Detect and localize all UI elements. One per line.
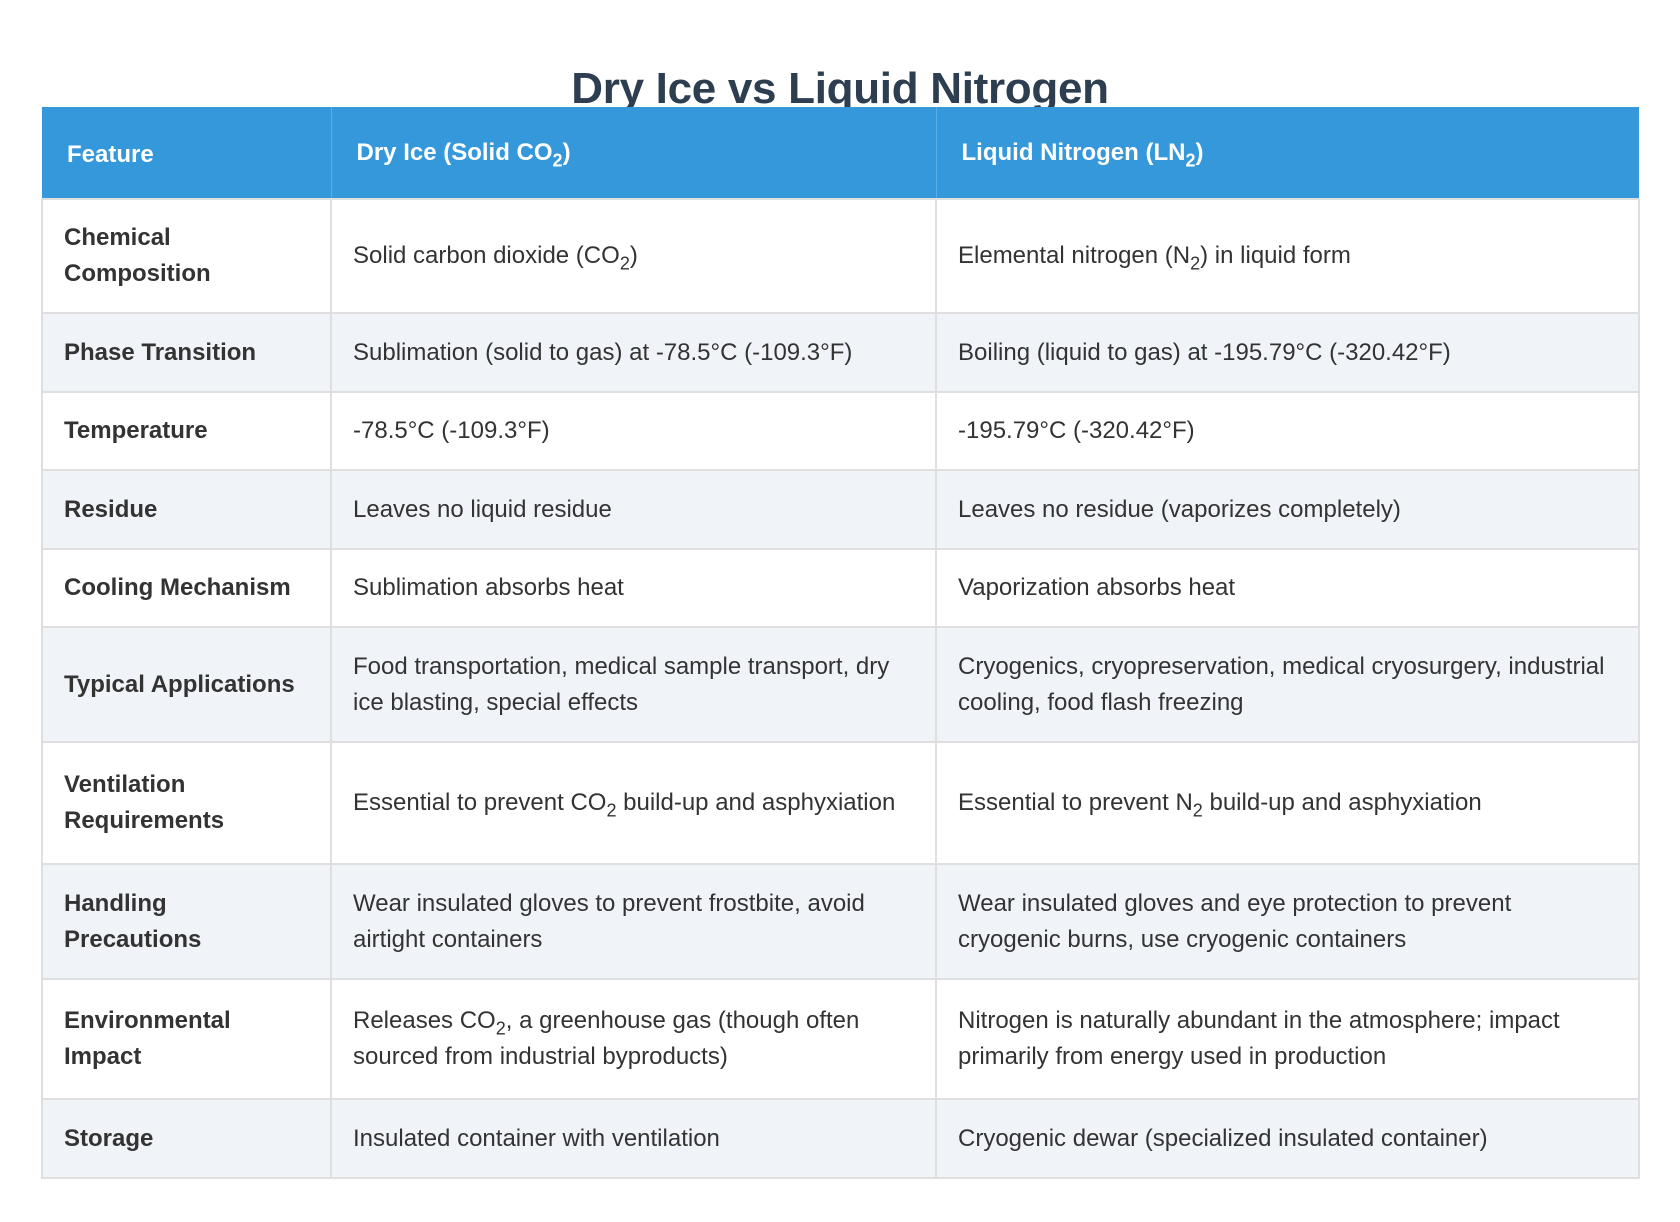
table-row: Cooling Mechanism Sublimation absorbs he…: [41, 548, 1640, 628]
cell-text: Solid carbon dioxide (CO: [353, 242, 620, 269]
liquid-nitrogen-cell: -195.79°C (-320.42°F): [935, 391, 1640, 471]
dry-ice-cell: Releases CO2, a greenhouse gas (though o…: [330, 978, 937, 1100]
cell-text: , a greenhouse gas (though often sourced…: [353, 1007, 860, 1070]
table-row: Residue Leaves no liquid residue Leaves …: [41, 469, 1640, 550]
liquid-nitrogen-cell: Wear insulated gloves and eye protection…: [935, 863, 1640, 980]
table-row: Typical Applications Food transportation…: [41, 626, 1640, 743]
cell-text: Essential to prevent N: [958, 789, 1193, 816]
cell-text: Releases CO: [353, 1007, 496, 1034]
cell-text: Sublimation absorbs heat: [353, 574, 624, 601]
subscript: 2: [619, 253, 630, 274]
subscript: 2: [1185, 149, 1196, 170]
liquid-nitrogen-cell: Cryogenics, cryopreservation, medical cr…: [935, 626, 1640, 743]
cell-text: Nitrogen is naturally abundant in the at…: [958, 1007, 1560, 1070]
liquid-nitrogen-cell: Leaves no residue (vaporizes completely): [935, 469, 1640, 550]
liquid-nitrogen-cell: Elemental nitrogen (N2) in liquid form: [935, 198, 1640, 314]
feature-cell: Handling Precautions: [41, 863, 332, 980]
cell-text: Wear insulated gloves and eye protection…: [958, 889, 1512, 953]
dry-ice-cell: Leaves no liquid residue: [330, 469, 937, 550]
cell-text: Food transportation, medical sample tran…: [353, 652, 890, 716]
cell-text: build-up and asphyxiation: [616, 789, 896, 816]
header-feature: Feature: [42, 107, 331, 199]
page-title: Dry Ice vs Liquid Nitrogen: [571, 64, 1109, 114]
dry-ice-cell: Sublimation absorbs heat: [330, 548, 937, 628]
cell-text: -78.5°C (-109.3°F): [353, 417, 550, 444]
cell-text: Cryogenic dewar (specialized insulated c…: [958, 1124, 1488, 1152]
cell-text: Leaves no residue (vaporizes completely): [958, 495, 1401, 523]
table-row: Phase Transition Sublimation (solid to g…: [41, 312, 1640, 393]
dry-ice-cell: Food transportation, medical sample tran…: [330, 626, 937, 743]
liquid-nitrogen-cell: Vaporization absorbs heat: [935, 548, 1640, 628]
header-liquid-nitrogen: Liquid Nitrogen (LN2): [935, 107, 1639, 199]
table-row: Storage Insulated container with ventila…: [41, 1098, 1640, 1179]
cell-text: Elemental nitrogen (N: [958, 242, 1191, 269]
cell-text: Cryogenics, cryopreservation, medical cr…: [958, 652, 1605, 716]
feature-cell: Environmental Impact: [41, 978, 332, 1100]
table-row: Temperature -78.5°C (-109.3°F) -195.79°C…: [41, 391, 1640, 471]
header-text: Liquid Nitrogen (LN: [961, 138, 1186, 166]
header-text: ): [1195, 138, 1204, 166]
cell-text: build-up and asphyxiation: [1202, 789, 1482, 816]
cell-text: Leaves no liquid residue: [353, 495, 612, 523]
comparison-table: Feature Dry Ice (Solid CO2) Liquid Nitro…: [41, 107, 1640, 1179]
header-text: ): [562, 138, 571, 166]
feature-cell: Storage: [41, 1098, 332, 1179]
cell-text: Boiling (liquid to gas) at -195.79°C (-3…: [958, 338, 1451, 366]
feature-cell: Temperature: [41, 391, 332, 471]
subscript: 2: [495, 1018, 506, 1039]
subscript: 2: [1190, 253, 1201, 274]
feature-cell: Cooling Mechanism: [41, 548, 332, 628]
dry-ice-cell: -78.5°C (-109.3°F): [330, 391, 937, 471]
feature-cell: Ventilation Requirements: [41, 741, 332, 865]
header-dry-ice: Dry Ice (Solid CO2): [330, 107, 936, 199]
table-row: Ventilation Requirements Essential to pr…: [41, 741, 1640, 865]
subscript: 2: [552, 149, 563, 170]
header-row: Feature Dry Ice (Solid CO2) Liquid Nitro…: [42, 107, 1639, 199]
table-row: Handling Precautions Wear insulated glov…: [41, 863, 1640, 980]
cell-text: ): [629, 242, 638, 269]
subscript: 2: [606, 800, 617, 821]
cell-text: Wear insulated gloves to prevent frostbi…: [353, 889, 865, 953]
feature-cell: Chemical Composition: [41, 198, 332, 314]
feature-cell: Phase Transition: [41, 312, 332, 393]
header-text: Dry Ice (Solid CO: [356, 138, 553, 166]
dry-ice-cell: Wear insulated gloves to prevent frostbi…: [330, 863, 937, 980]
cell-text: Essential to prevent CO: [353, 789, 607, 816]
feature-cell: Residue: [41, 469, 332, 550]
feature-cell: Typical Applications: [41, 626, 332, 743]
cell-text: ) in liquid form: [1200, 242, 1351, 269]
cell-text: -195.79°C (-320.42°F): [958, 417, 1195, 444]
dry-ice-cell: Insulated container with ventilation: [330, 1098, 937, 1179]
cell-text: Vaporization absorbs heat: [958, 574, 1236, 601]
liquid-nitrogen-cell: Cryogenic dewar (specialized insulated c…: [935, 1098, 1640, 1179]
table-row: Chemical Composition Solid carbon dioxid…: [41, 198, 1640, 314]
liquid-nitrogen-cell: Essential to prevent N2 build-up and asp…: [935, 741, 1640, 865]
liquid-nitrogen-cell: Boiling (liquid to gas) at -195.79°C (-3…: [935, 312, 1640, 393]
subscript: 2: [1192, 800, 1203, 821]
dry-ice-cell: Solid carbon dioxide (CO2): [330, 198, 937, 314]
cell-text: Sublimation (solid to gas) at -78.5°C (-…: [353, 338, 853, 366]
table-row: Environmental Impact Releases CO2, a gre…: [41, 978, 1640, 1100]
cell-text: Insulated container with ventilation: [353, 1124, 720, 1152]
dry-ice-cell: Essential to prevent CO2 build-up and as…: [330, 741, 937, 865]
liquid-nitrogen-cell: Nitrogen is naturally abundant in the at…: [935, 978, 1640, 1100]
dry-ice-cell: Sublimation (solid to gas) at -78.5°C (-…: [330, 312, 937, 393]
